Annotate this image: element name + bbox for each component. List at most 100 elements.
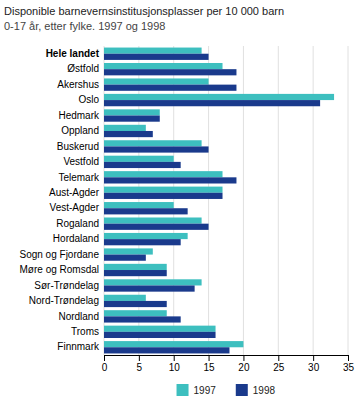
grid xyxy=(104,46,348,355)
bar xyxy=(104,116,160,122)
bar xyxy=(104,78,209,84)
y-tick: Sør-Trøndelag xyxy=(34,280,99,291)
x-tick-label: 20 xyxy=(238,362,250,373)
bar xyxy=(104,193,223,199)
bar xyxy=(104,264,167,270)
x-tick-mark xyxy=(209,355,210,361)
y-tick: Nordland xyxy=(58,311,99,322)
bar xyxy=(104,162,181,168)
bar xyxy=(104,326,216,332)
y-tick-label: Buskerud xyxy=(57,141,99,152)
bar xyxy=(104,85,236,91)
subtitle: 0-17 år, etter fylke. 1997 og 1998 xyxy=(4,20,165,32)
y-tick-label: Finnmark xyxy=(57,341,100,352)
bar xyxy=(104,248,153,254)
y-tick: Vest-Agder xyxy=(50,202,100,213)
y-tick-label: Nordland xyxy=(58,311,99,322)
y-axis: Hele landet Østfold Akershus Oslo Hedmark Opp… xyxy=(19,48,100,353)
bar xyxy=(104,187,223,193)
x-tick-label: 0 xyxy=(102,362,108,373)
x-tick-mark xyxy=(348,355,349,361)
y-tick-label: Troms xyxy=(71,326,99,337)
grid-line xyxy=(208,46,209,355)
x-tick-label: 10 xyxy=(169,362,181,373)
bar xyxy=(104,202,174,208)
x-tick-mark xyxy=(243,355,244,361)
bar xyxy=(104,156,174,162)
grid-line xyxy=(313,46,314,355)
y-tick-label: Oslo xyxy=(78,94,99,105)
y-tick: Østfold xyxy=(67,63,99,74)
grid-line xyxy=(104,46,105,355)
y-tick: Troms xyxy=(71,326,99,337)
x-tick-label: 15 xyxy=(204,362,216,373)
bar xyxy=(104,332,216,338)
y-tick-label: Aust-Agder xyxy=(49,187,100,198)
bar xyxy=(104,270,167,276)
legend-item: 1997 xyxy=(177,384,217,396)
grid-line xyxy=(278,46,279,355)
bar xyxy=(104,146,209,152)
x-tick-mark xyxy=(278,355,279,361)
bar xyxy=(104,48,202,54)
y-tick: Nord-Trøndelag xyxy=(29,295,99,306)
y-tick: Telemark xyxy=(58,172,100,183)
y-tick-label: Møre og Romsdal xyxy=(20,264,99,275)
y-tick-label: Akershus xyxy=(57,79,99,90)
bars xyxy=(104,48,334,354)
bar xyxy=(104,217,202,223)
y-tick: Hele landet xyxy=(46,48,100,59)
x-tick: 10 xyxy=(169,355,181,373)
bar xyxy=(104,233,188,239)
chart: Disponible barnevernsinstitusjonsplasser… xyxy=(0,0,362,405)
bar xyxy=(104,94,334,100)
y-tick-label: Østfold xyxy=(67,63,99,74)
x-tick-mark xyxy=(174,355,175,361)
x-tick: 15 xyxy=(204,355,216,373)
y-tick: Rogaland xyxy=(56,218,99,229)
y-tick-label: Vest-Agder xyxy=(50,202,100,213)
x-tick-mark xyxy=(313,355,314,361)
y-tick-label: Sogn og Fjordane xyxy=(19,249,99,260)
bar xyxy=(104,224,209,230)
bar xyxy=(104,109,160,115)
bar xyxy=(104,279,202,285)
x-tick: 20 xyxy=(238,355,250,373)
y-tick: Akershus xyxy=(57,79,99,90)
x-tick-label: 35 xyxy=(343,362,355,373)
legend-swatch xyxy=(177,384,189,396)
x-axis: 05101520253035 xyxy=(102,355,355,373)
bar xyxy=(104,171,223,177)
y-tick-label: Nord-Trøndelag xyxy=(29,295,99,306)
y-tick-label: Sør-Trøndelag xyxy=(34,280,99,291)
y-tick-label: Oppland xyxy=(61,125,99,136)
x-tick: 0 xyxy=(102,355,108,373)
y-tick-label: Hedmark xyxy=(58,110,100,121)
y-tick-label: Hordaland xyxy=(53,233,99,244)
grid-line xyxy=(348,46,349,355)
x-tick-label: 30 xyxy=(308,362,320,373)
bar xyxy=(104,69,236,75)
bar xyxy=(104,100,320,106)
x-tick: 30 xyxy=(308,355,320,373)
bar xyxy=(104,125,146,131)
y-tick-label: Hele landet xyxy=(46,48,100,59)
legend: 19971998 xyxy=(177,384,276,396)
bar xyxy=(104,347,229,353)
series xyxy=(104,48,334,348)
bar xyxy=(104,341,243,347)
y-tick: Sogn og Fjordane xyxy=(19,249,99,260)
bar xyxy=(104,239,181,245)
grid-line xyxy=(138,46,139,355)
x-tick: 25 xyxy=(273,355,285,373)
x-tick-label: 25 xyxy=(273,362,285,373)
grid-line xyxy=(243,46,244,355)
x-tick: 35 xyxy=(343,355,355,373)
grid-line xyxy=(173,46,174,355)
y-tick: Oslo xyxy=(78,94,99,105)
legend-label: 1997 xyxy=(194,385,217,396)
bar xyxy=(104,285,195,291)
y-tick: Finnmark xyxy=(57,341,100,352)
bar xyxy=(104,131,153,137)
y-tick: Aust-Agder xyxy=(49,187,100,198)
